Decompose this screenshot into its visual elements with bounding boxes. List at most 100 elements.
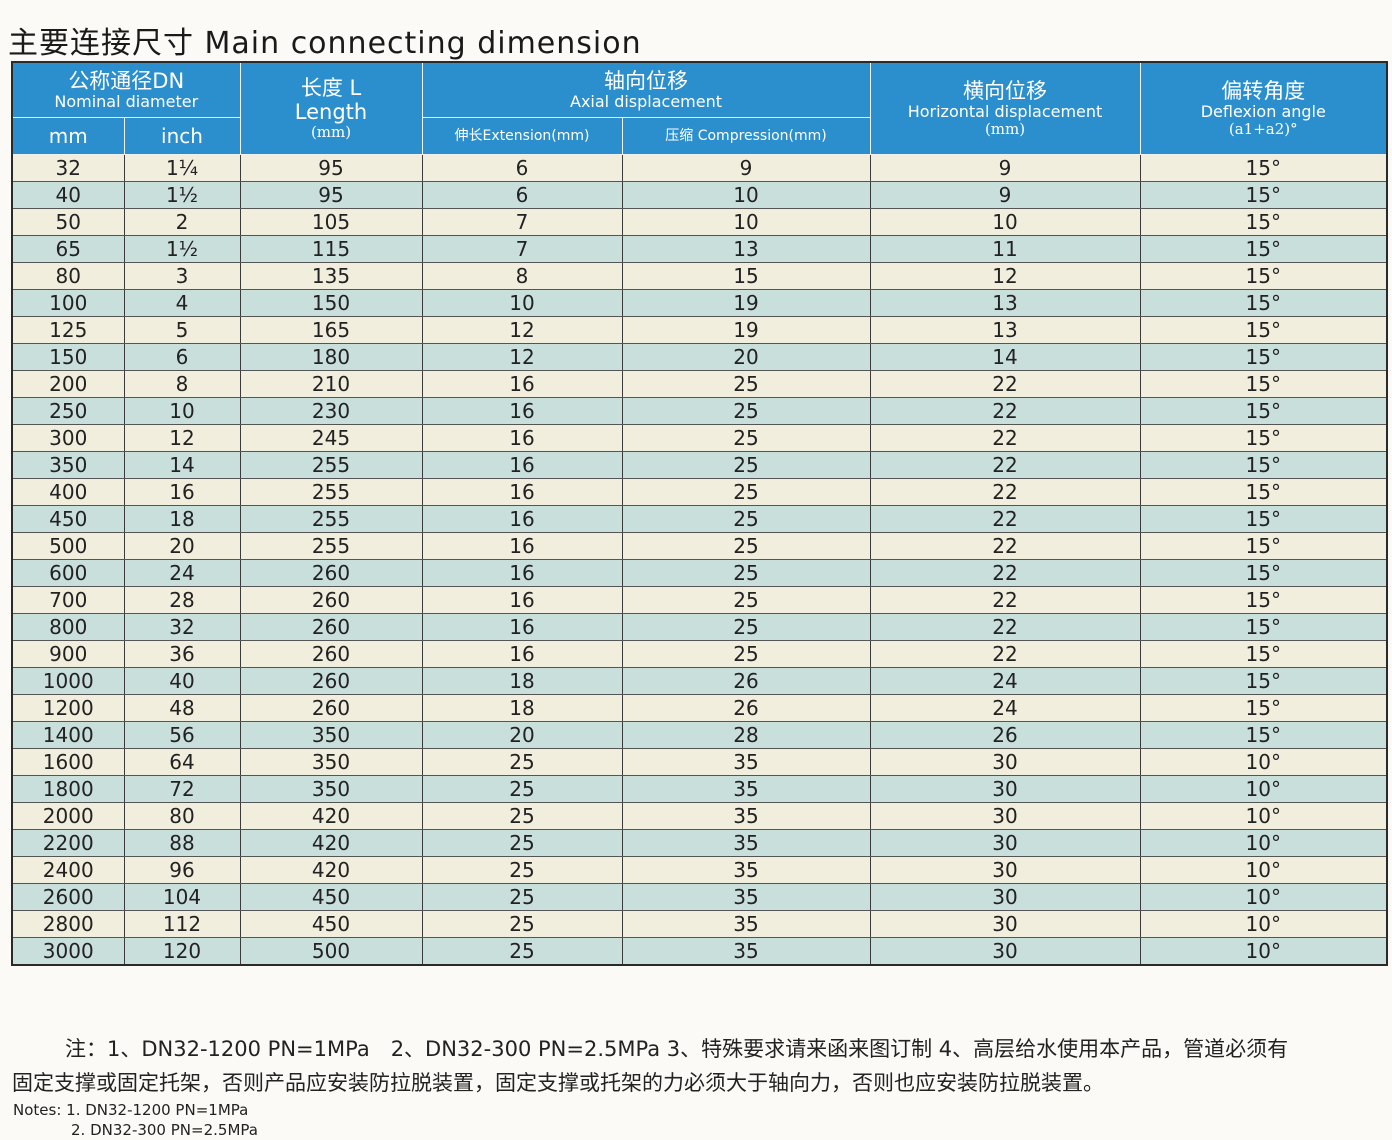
deflexion-cell: 15° xyxy=(1139,505,1388,533)
dn-inch-cell: 72 xyxy=(123,775,241,803)
dn-inch-cell: 18 xyxy=(123,505,241,533)
dn-mm-cell: 32 xyxy=(11,154,125,182)
horizontal-cell: 14 xyxy=(869,343,1141,371)
compression-cell: 26 xyxy=(621,667,871,695)
table-row: 32 1¼ 95 6 9 9 15° xyxy=(11,154,1388,182)
extension-cell: 16 xyxy=(421,613,623,641)
compression-cell: 9 xyxy=(621,154,871,182)
length-cell: 135 xyxy=(239,262,423,290)
extension-cell: 12 xyxy=(421,343,623,371)
horizontal-cell: 22 xyxy=(869,586,1141,614)
notes-chinese: 注：1、DN32-1200 PN=1MPa 2、DN32-300 PN=2.5M… xyxy=(12,1032,1387,1100)
deflexion-cell: 15° xyxy=(1139,721,1388,749)
deflexion-cell: 15° xyxy=(1139,559,1388,587)
deflexion-cell: 10° xyxy=(1139,856,1388,884)
compression-cell: 25 xyxy=(621,451,871,479)
length-cell: 260 xyxy=(239,559,423,587)
dn-inch-cell: 56 xyxy=(123,721,241,749)
extension-cell: 7 xyxy=(421,235,623,263)
horizontal-cell: 30 xyxy=(869,937,1141,966)
compression-cell: 25 xyxy=(621,532,871,560)
length-cell: 450 xyxy=(239,910,423,938)
dn-mm-cell: 1200 xyxy=(11,694,125,722)
horizontal-unit: (mm) xyxy=(984,120,1026,139)
extension-header: 伸长Extension(mm) xyxy=(421,117,623,155)
length-cell: 210 xyxy=(239,370,423,398)
extension-cell: 10 xyxy=(421,289,623,317)
compression-cell: 25 xyxy=(621,640,871,668)
extension-cell: 16 xyxy=(421,559,623,587)
dn-mm-cell: 350 xyxy=(11,451,125,479)
extension-cell: 16 xyxy=(421,586,623,614)
horizontal-cell: 30 xyxy=(869,802,1141,830)
dn-inch-cell: 64 xyxy=(123,748,241,776)
horizontal-cell: 24 xyxy=(869,667,1141,695)
length-cell: 230 xyxy=(239,397,423,425)
notes-zh-line1: 注：1、DN32-1200 PN=1MPa 2、DN32-300 PN=2.5M… xyxy=(65,1037,1289,1061)
compression-cell: 25 xyxy=(621,397,871,425)
mm-header: mm xyxy=(11,117,125,155)
horizontal-cell: 30 xyxy=(869,856,1141,884)
dn-mm-cell: 450 xyxy=(11,505,125,533)
length-cell: 105 xyxy=(239,208,423,236)
length-cell: 260 xyxy=(239,667,423,695)
deflexion-cell: 15° xyxy=(1139,424,1388,452)
notes-zh-line2: 固定支撑或固定托架，否则产品应安装防拉脱装置，固定支撑或托架的力必须大于轴向力，… xyxy=(12,1071,1104,1095)
extension-cell: 16 xyxy=(421,478,623,506)
compression-cell: 35 xyxy=(621,775,871,803)
compression-cell: 19 xyxy=(621,289,871,317)
deflexion-cell: 15° xyxy=(1139,343,1388,371)
horizontal-cell: 9 xyxy=(869,154,1141,182)
length-zh: 长度 L xyxy=(300,75,362,100)
deflexion-cell: 10° xyxy=(1139,829,1388,857)
table-row: 2400 96 420 25 35 30 10° xyxy=(11,856,1388,884)
extension-cell: 7 xyxy=(421,208,623,236)
extension-cell: 16 xyxy=(421,370,623,398)
horizontal-cell: 22 xyxy=(869,451,1141,479)
compression-cell: 25 xyxy=(621,370,871,398)
deflexion-cell: 15° xyxy=(1139,289,1388,317)
horizontal-cell: 13 xyxy=(869,316,1141,344)
table-row: 125 5 165 12 19 13 15° xyxy=(11,316,1388,344)
dn-mm-cell: 2400 xyxy=(11,856,125,884)
compression-cell: 35 xyxy=(621,883,871,911)
table-row: 100 4 150 10 19 13 15° xyxy=(11,289,1388,317)
compression-cell: 20 xyxy=(621,343,871,371)
page-title: 主要连接尺寸 Main connecting dimension xyxy=(8,26,642,61)
length-cell: 255 xyxy=(239,478,423,506)
notes-en-line2: 2. DN32-300 PN=2.5MPa xyxy=(71,1121,258,1139)
dn-inch-cell: 10 xyxy=(123,397,241,425)
table-row: 900 36 260 16 25 22 15° xyxy=(11,640,1388,668)
compression-cell: 10 xyxy=(621,208,871,236)
horizontal-cell: 22 xyxy=(869,640,1141,668)
table-row: 500 20 255 16 25 22 15° xyxy=(11,532,1388,560)
nominal-en: Nominal diameter xyxy=(54,91,199,111)
compression-cell: 10 xyxy=(621,181,871,209)
horizontal-cell: 22 xyxy=(869,397,1141,425)
dn-inch-cell: 8 xyxy=(123,370,241,398)
notes-english: Notes: 1. DN32-1200 PN=1MPa 2. DN32-300 … xyxy=(13,1100,258,1140)
deflexion-cell: 10° xyxy=(1139,748,1388,776)
dn-inch-cell: 16 xyxy=(123,478,241,506)
dimension-table: 公称通径DN Nominal diameter 长度 L Length (mm)… xyxy=(11,61,1389,966)
compression-cell: 35 xyxy=(621,829,871,857)
table-row: 1400 56 350 20 28 26 15° xyxy=(11,721,1388,749)
horizontal-en: Horizontal displacement xyxy=(907,101,1103,121)
length-cell: 260 xyxy=(239,640,423,668)
deflexion-cell: 10° xyxy=(1139,775,1388,803)
dn-inch-cell: 80 xyxy=(123,802,241,830)
horizontal-cell: 26 xyxy=(869,721,1141,749)
horizontal-cell: 30 xyxy=(869,775,1141,803)
deflexion-cell: 10° xyxy=(1139,883,1388,911)
extension-cell: 16 xyxy=(421,532,623,560)
extension-cell: 16 xyxy=(421,505,623,533)
dn-inch-cell: 24 xyxy=(123,559,241,587)
compression-cell: 35 xyxy=(621,802,871,830)
deflexion-en: Deflexion angle xyxy=(1200,101,1326,121)
deflexion-cell: 10° xyxy=(1139,910,1388,938)
length-cell: 500 xyxy=(239,937,423,966)
extension-cell: 18 xyxy=(421,694,623,722)
table-row: 1200 48 260 18 26 24 15° xyxy=(11,694,1388,722)
length-cell: 150 xyxy=(239,289,423,317)
table-row: 400 16 255 16 25 22 15° xyxy=(11,478,1388,506)
